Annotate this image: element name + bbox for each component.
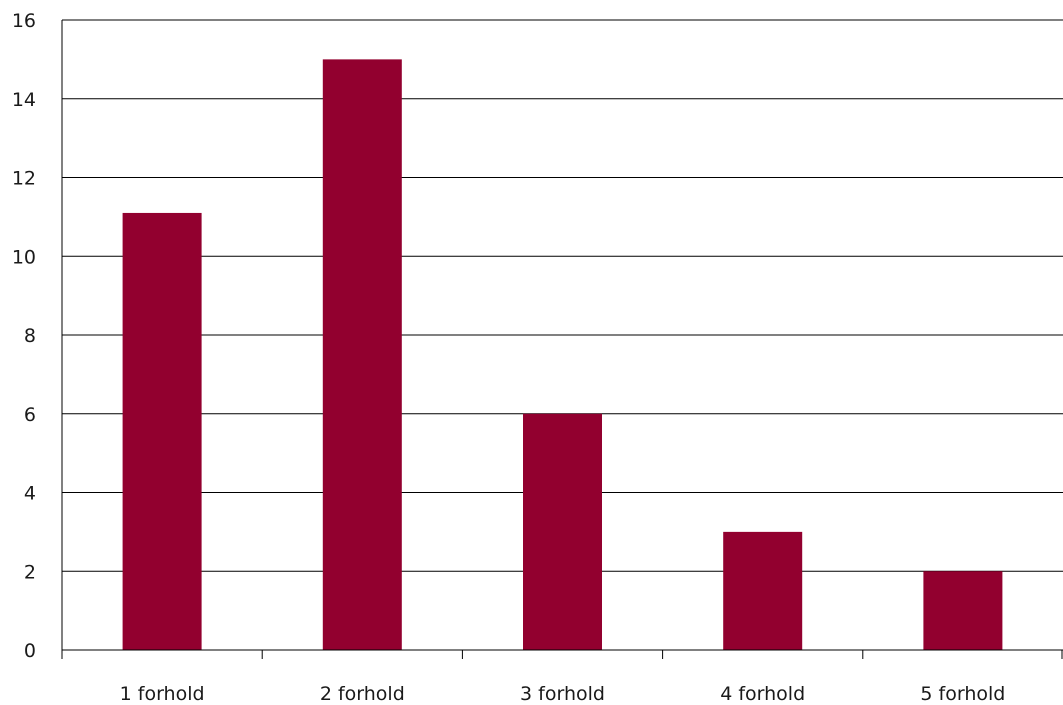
x-category-label: 4 forhold: [720, 683, 805, 705]
y-tick-label: 8: [24, 325, 36, 347]
y-tick-label: 12: [12, 168, 36, 190]
bar: [523, 413, 602, 650]
bar: [322, 59, 402, 650]
bar: [723, 531, 803, 650]
axes: [61, 20, 1063, 659]
y-tick-label: 4: [24, 483, 36, 505]
y-tick-label: 0: [24, 640, 36, 662]
x-category-label: 1 forhold: [120, 683, 205, 705]
y-tick-label: 10: [12, 246, 36, 268]
x-category-label: 5 forhold: [920, 683, 1005, 705]
y-tick-label: 16: [12, 10, 36, 32]
bar: [923, 571, 1003, 650]
bar: [122, 212, 202, 650]
axis-labels: 0 2 4 6 8 10 12 14 16 1 forhold 2 forhold 3 forhold…: [12, 10, 1006, 705]
x-category-label: 2 forhold: [320, 683, 405, 705]
x-category-label: 3 forhold: [520, 683, 605, 705]
y-tick-label: 14: [12, 89, 36, 111]
y-tick-label: 6: [24, 404, 36, 426]
bars: [122, 59, 1003, 650]
y-tick-label: 2: [24, 561, 36, 583]
